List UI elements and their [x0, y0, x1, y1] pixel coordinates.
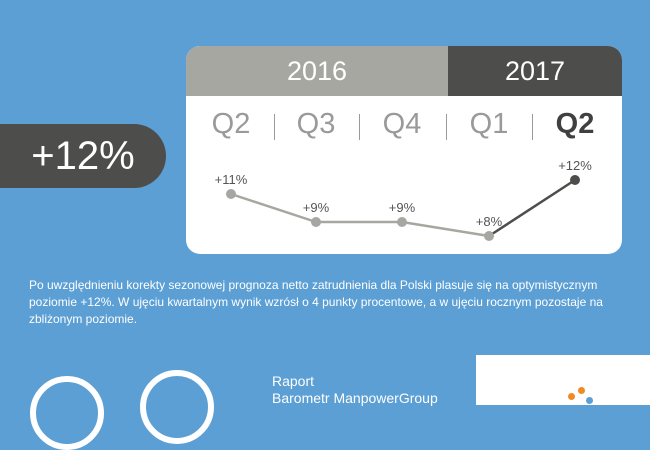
series-segment-4 [488, 178, 576, 238]
data-label-5: +12% [558, 158, 592, 173]
forecast-line-chart: +11% +9% +9% +8% +12% [215, 158, 592, 241]
quarter-axis: Q2 Q3 Q4 Q1 Q2 [186, 108, 622, 144]
quarter-label-3: Q4 [382, 108, 422, 140]
quarter-separator [532, 114, 533, 140]
quarter-label-4: Q1 [469, 108, 509, 140]
report-title: Raport Barometr ManpowerGroup [272, 373, 438, 407]
logo-dot-orange-2 [578, 387, 585, 394]
year-2016-label: 2016 [186, 46, 448, 96]
data-point-3 [397, 217, 407, 227]
data-label-2: +9% [303, 200, 330, 215]
data-point-2 [311, 217, 321, 227]
logo-ring-left [30, 376, 104, 450]
data-label-4: +8% [476, 214, 503, 229]
report-line-1: Raport [272, 373, 315, 389]
series-segment-3 [401, 220, 490, 238]
headline-badge: +12% [0, 124, 166, 188]
data-label-1: +11% [215, 172, 248, 187]
logo-panel [476, 355, 650, 405]
logo-dot-orange [568, 393, 575, 400]
quarter-separator [359, 114, 360, 140]
forecast-card: 2016 2017 Q2 Q3 Q4 Q1 Q2 +11% +9% +9% +8% +12% [186, 46, 622, 254]
series-segment-1 [230, 192, 317, 224]
quarter-label-5: Q2 [555, 108, 595, 140]
quarter-label-2: Q3 [296, 108, 336, 140]
report-line-2: Barometr ManpowerGroup [272, 390, 438, 406]
data-point-1 [226, 189, 236, 199]
year-2017-label: 2017 [448, 46, 622, 96]
data-point-5 [570, 175, 580, 185]
year-bar: 2016 2017 [186, 46, 622, 96]
quarter-separator [273, 114, 275, 140]
quarter-label-1: Q2 [211, 108, 251, 140]
logo-dot-blue [586, 397, 593, 404]
data-label-3: +9% [389, 200, 416, 215]
description-text: Po uwzględnieniu korekty sezonowej progn… [29, 278, 603, 326]
data-point-4 [484, 231, 494, 241]
logo-ring-right [140, 370, 214, 444]
quarter-separator [445, 114, 447, 140]
